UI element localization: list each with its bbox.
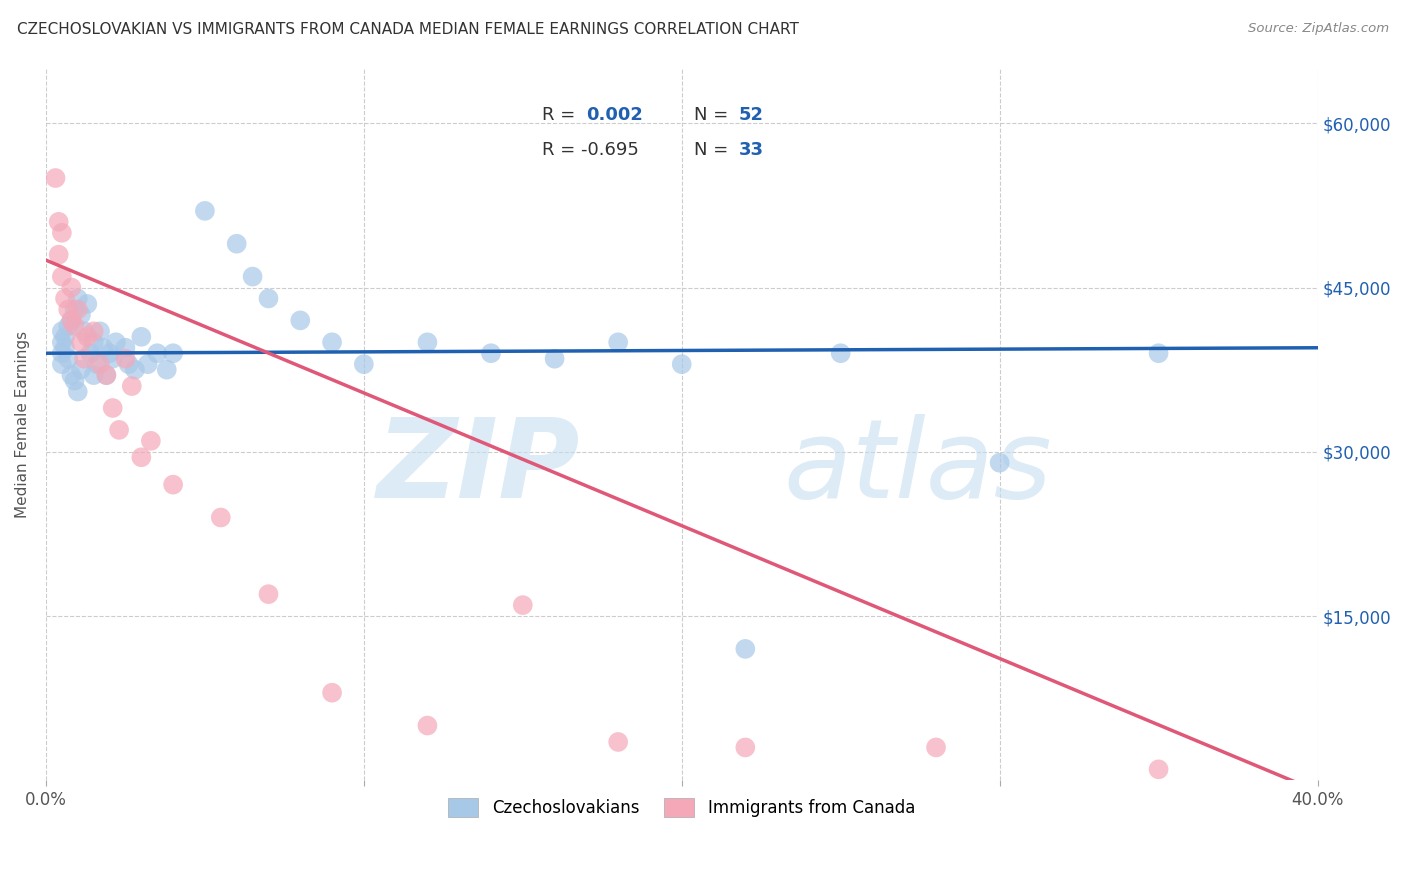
Point [114, 351, 136, 366]
Point [58, 302, 80, 317]
Point [114, 341, 136, 355]
Point [51, 269, 73, 284]
Point [146, 346, 169, 360]
Point [988, 456, 1011, 470]
Point [70, 308, 93, 322]
Point [73, 324, 96, 338]
Point [60, 313, 83, 327]
Point [1147, 762, 1170, 776]
Point [48, 215, 70, 229]
Y-axis label: Median Female Earnings: Median Female Earnings [15, 331, 30, 518]
Point [60, 368, 83, 383]
Point [96, 368, 118, 383]
Text: N =: N = [695, 106, 734, 124]
Point [209, 510, 232, 524]
Text: Source: ZipAtlas.com: Source: ZipAtlas.com [1249, 22, 1389, 36]
Point [58, 351, 80, 366]
Point [63, 318, 86, 333]
Point [76, 330, 98, 344]
Point [479, 346, 502, 360]
Point [66, 292, 89, 306]
Point [734, 740, 756, 755]
Point [225, 236, 247, 251]
Point [44, 171, 66, 186]
Point [162, 346, 184, 360]
Text: 0.002: 0.002 [586, 106, 644, 124]
Point [1147, 346, 1170, 360]
Point [257, 587, 280, 601]
Point [60, 280, 83, 294]
Point [108, 423, 131, 437]
Point [290, 313, 312, 327]
Point [60, 313, 83, 327]
Point [101, 401, 124, 415]
Point [734, 641, 756, 656]
Point [131, 450, 153, 465]
Point [136, 357, 159, 371]
Point [162, 477, 184, 491]
Text: R = -0.695: R = -0.695 [541, 141, 638, 160]
Point [53, 341, 76, 355]
Point [242, 269, 264, 284]
Point [83, 335, 105, 350]
Point [91, 341, 114, 355]
Point [83, 368, 105, 383]
Point [925, 740, 948, 755]
Point [416, 335, 439, 350]
Point [321, 335, 343, 350]
Point [194, 203, 217, 218]
Point [76, 297, 98, 311]
Point [53, 292, 76, 306]
Point [830, 346, 852, 360]
Point [63, 374, 86, 388]
Legend: Czechoslovakians, Immigrants from Canada: Czechoslovakians, Immigrants from Canada [440, 789, 924, 825]
Point [53, 330, 76, 344]
Text: CZECHOSLOVAKIAN VS IMMIGRANTS FROM CANADA MEDIAN FEMALE EARNINGS CORRELATION CHA: CZECHOSLOVAKIAN VS IMMIGRANTS FROM CANAD… [17, 22, 799, 37]
Point [607, 735, 630, 749]
Point [86, 357, 108, 371]
Text: atlas: atlas [783, 414, 1052, 521]
Point [512, 598, 534, 612]
Point [79, 346, 101, 360]
Point [607, 335, 630, 350]
Point [416, 718, 439, 732]
Point [66, 384, 89, 399]
Point [321, 686, 343, 700]
Text: N =: N = [695, 141, 734, 160]
Point [89, 357, 111, 371]
Point [353, 357, 375, 371]
Point [104, 335, 127, 350]
Point [51, 357, 73, 371]
Point [96, 368, 118, 383]
Point [156, 362, 179, 376]
Point [671, 357, 693, 371]
Point [48, 248, 70, 262]
Point [124, 362, 146, 376]
Point [543, 351, 565, 366]
Point [131, 330, 153, 344]
Point [70, 335, 93, 350]
Point [83, 324, 105, 338]
Point [121, 379, 143, 393]
Point [63, 302, 86, 317]
Text: ZIP: ZIP [377, 414, 581, 521]
Point [51, 226, 73, 240]
Point [257, 292, 280, 306]
Point [51, 324, 73, 338]
Point [117, 357, 139, 371]
Text: 33: 33 [740, 141, 763, 160]
Point [73, 351, 96, 366]
Text: R =: R = [541, 106, 581, 124]
Point [139, 434, 162, 448]
Point [51, 346, 73, 360]
Point [89, 324, 111, 338]
Point [101, 351, 124, 366]
Point [51, 335, 73, 350]
Point [98, 346, 121, 360]
Text: 52: 52 [740, 106, 763, 124]
Point [58, 318, 80, 333]
Point [66, 302, 89, 317]
Point [70, 362, 93, 376]
